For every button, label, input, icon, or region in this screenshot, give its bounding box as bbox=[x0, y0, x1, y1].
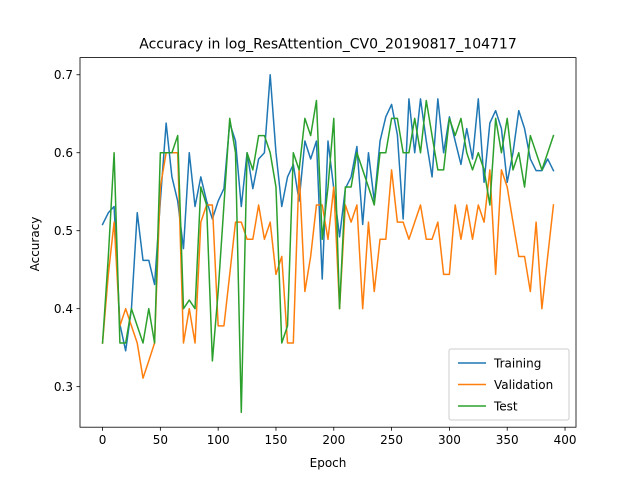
x-tick-label: 150 bbox=[265, 433, 288, 447]
y-tick-label: 0.4 bbox=[54, 302, 73, 316]
axis-ticks: 0 50 100 150 200 250 300 350 400 0.3 0.4 0.5 0.6 0.7 bbox=[54, 68, 577, 447]
x-tick-label: 100 bbox=[207, 433, 230, 447]
legend-label-training: Training bbox=[493, 356, 541, 370]
legend: Training Validation Test bbox=[448, 348, 570, 421]
x-tick-label: 50 bbox=[153, 433, 168, 447]
series-line-training bbox=[101, 74, 555, 352]
axes-frame bbox=[79, 57, 577, 428]
x-axis-label: Epoch bbox=[310, 456, 347, 470]
x-tick-label: 250 bbox=[380, 433, 403, 447]
x-tick-label: 400 bbox=[554, 433, 577, 447]
y-axis-label: Accuracy bbox=[28, 217, 42, 272]
legend-label-test: Test bbox=[493, 399, 518, 413]
x-tick-label: 300 bbox=[438, 433, 461, 447]
series-line-test bbox=[101, 99, 555, 414]
chart-title: Accuracy in log_ResAttention_CV0_2019081… bbox=[139, 37, 517, 53]
legend-label-validation: Validation bbox=[494, 378, 553, 392]
y-tick-label: 0.5 bbox=[54, 224, 73, 238]
y-tick-label: 0.7 bbox=[54, 68, 73, 82]
y-tick-label: 0.3 bbox=[54, 380, 73, 394]
legend-box bbox=[448, 348, 570, 421]
y-tick-label: 0.6 bbox=[54, 146, 73, 160]
plot-area bbox=[79, 57, 577, 428]
x-tick-label: 200 bbox=[322, 433, 345, 447]
x-tick-label: 0 bbox=[99, 433, 107, 447]
x-tick-label: 350 bbox=[496, 433, 519, 447]
